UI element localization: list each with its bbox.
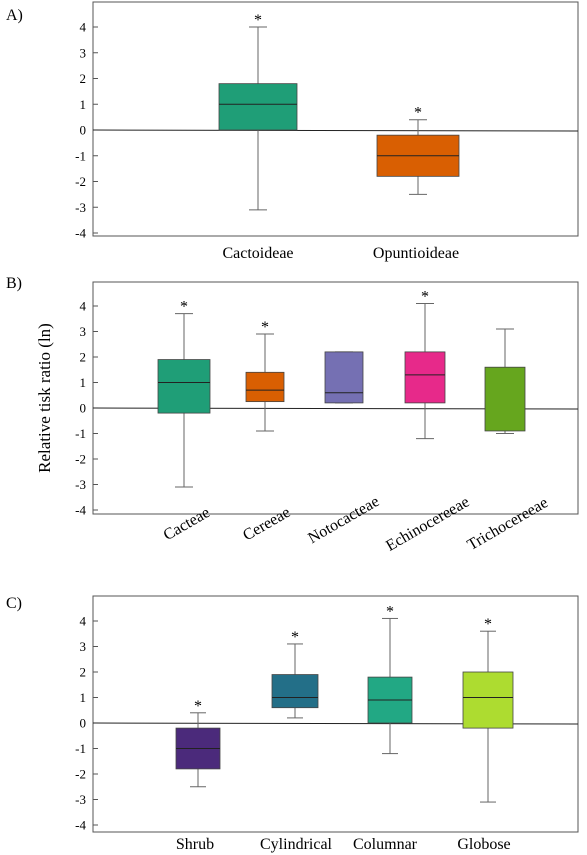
box-trichocereeae [484, 328, 526, 434]
x-category-label: Cactoideae [222, 245, 293, 262]
zero-line [92, 129, 579, 132]
box-columnar: * [367, 603, 413, 755]
box-iqr [324, 351, 364, 404]
y-tick-label: 3 [80, 639, 87, 654]
x-category-label: Columnar [353, 836, 418, 853]
y-tick-label: -2 [75, 174, 86, 189]
y-tick-label: 3 [80, 324, 87, 339]
box-iqr [218, 83, 298, 131]
significance-marker: * [254, 12, 262, 29]
box-echinocereeae: * [404, 288, 446, 440]
panel-c: C) 4 3 2 1 0 -1 -2 -3 -4 * Shrub * Cylindrical * Column… [6, 595, 579, 853]
y-tick-label: 0 [80, 123, 87, 138]
box-opuntioideae: * [376, 105, 460, 195]
y-tick-label: 2 [80, 71, 87, 86]
y-tick-label: 4 [80, 299, 87, 314]
y-tick-label: 2 [80, 665, 87, 680]
y-tick-label: -3 [75, 792, 86, 807]
box-iqr [484, 366, 526, 432]
significance-marker: * [291, 629, 299, 646]
significance-marker: * [484, 616, 492, 633]
y-axis-label: Relative tisk ratio (ln) [35, 323, 54, 473]
y-tick-label: 0 [80, 716, 87, 731]
y-tick-label: 4 [80, 614, 87, 629]
plot-frame [92, 1, 579, 237]
y-tick-label: -4 [75, 818, 86, 833]
plot-frame [92, 281, 579, 515]
significance-marker: * [414, 105, 422, 122]
y-tick-label: 4 [80, 20, 87, 35]
y-tick-label: 2 [80, 350, 87, 365]
y-tick-label: -2 [75, 767, 86, 782]
x-category-label: Notocacteae [305, 493, 382, 547]
box-iqr [157, 359, 211, 414]
box-iqr [404, 351, 446, 404]
significance-marker: * [261, 319, 269, 336]
box-cereeae: * [245, 319, 285, 432]
box-iqr [462, 671, 514, 729]
x-category-label: Cylindrical [260, 836, 333, 853]
x-category-label: Cacteae [161, 504, 213, 544]
y-tick-label: -1 [75, 148, 86, 163]
panel-label: A) [6, 7, 23, 24]
y-tick-label: -4 [75, 503, 86, 518]
y-tick-label: 3 [80, 45, 87, 60]
box-iqr [271, 674, 319, 709]
y-tick-label: -4 [75, 226, 86, 241]
box-iqr [245, 371, 285, 403]
y-tick-label: 1 [80, 375, 87, 390]
box-cacteae: * [157, 299, 211, 488]
y-tick-label: -3 [75, 477, 86, 492]
x-category-label: Trichocereeae [465, 494, 551, 554]
plot-frame [92, 595, 579, 833]
y-tick-label: -1 [75, 741, 86, 756]
significance-marker: * [180, 299, 188, 316]
x-category-label: Opuntioideae [373, 245, 459, 262]
y-tick-label: 0 [80, 401, 87, 416]
x-category-label: Cereeae [240, 504, 293, 544]
box-globose: * [462, 616, 514, 803]
significance-marker: * [421, 288, 429, 305]
box-notocacteae [324, 351, 364, 404]
panel-label: B) [6, 275, 22, 292]
box-cylindrical: * [271, 629, 319, 719]
x-category-label: Globose [457, 836, 510, 853]
panel-b: B) 4 3 2 1 0 -1 -2 -3 -4 Relative tisk ratio (ln) *… [6, 275, 579, 555]
panel-a: A) 4 3 2 1 0 -1 -2 -3 -4 * Cactoideae * Opuntioideae [6, 1, 579, 262]
y-tick-label: 1 [80, 97, 87, 112]
box-shrub: * [175, 698, 221, 788]
panel-label: C) [6, 595, 22, 612]
significance-marker: * [386, 603, 394, 620]
box-cactoideae: * [218, 12, 298, 211]
x-category-label: Echinocereeae [383, 493, 472, 554]
x-category-label: Shrub [176, 836, 214, 853]
y-tick-label: -3 [75, 200, 86, 215]
significance-marker: * [194, 698, 202, 715]
y-tick-label: 1 [80, 690, 87, 705]
y-tick-label: -2 [75, 452, 86, 467]
y-tick-label: -1 [75, 426, 86, 441]
